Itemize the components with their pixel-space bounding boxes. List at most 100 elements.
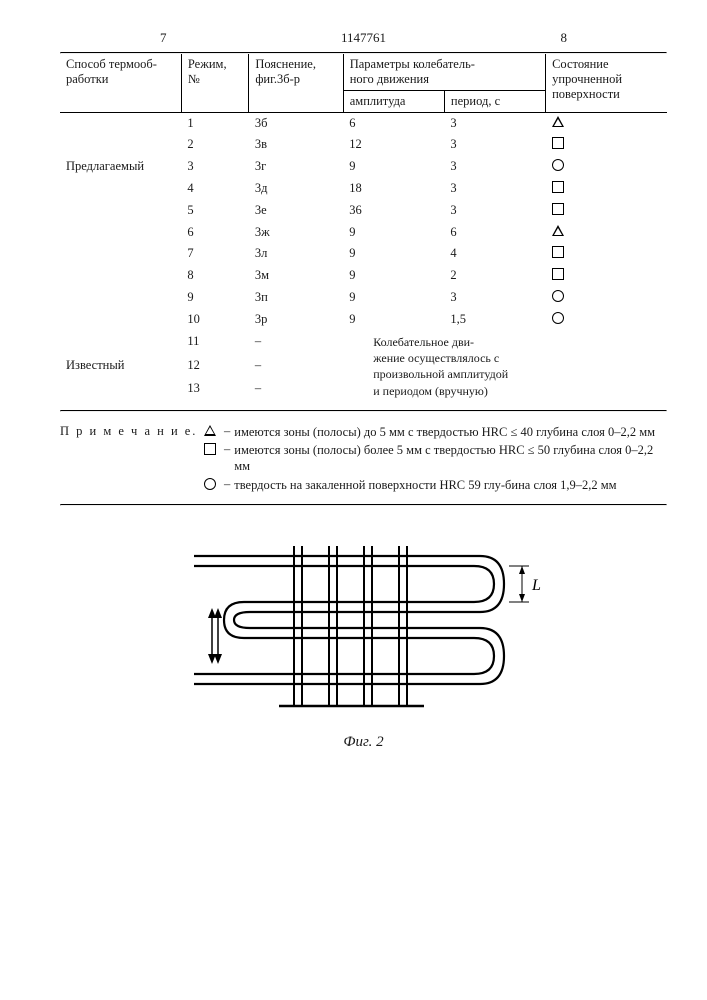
cell-method <box>60 243 181 265</box>
table-row: 11–Колебательное дви- жение осуществляло… <box>60 331 667 355</box>
col-osc: Параметры колебатель- ного движения <box>343 54 545 91</box>
col-amp: амплитуда <box>343 91 444 113</box>
cell-method <box>60 265 181 287</box>
cell-ref: – <box>249 331 343 355</box>
cell-amp: 9 <box>343 287 444 309</box>
cell-per: 3 <box>444 200 545 222</box>
figure-2: L <box>174 536 554 726</box>
cell-per: 2 <box>444 265 545 287</box>
cell-sym <box>546 178 667 200</box>
cell-method: Предлагаемый <box>60 156 181 178</box>
cell-ref: 3в <box>249 134 343 156</box>
cell-sym <box>546 200 667 222</box>
cell-ref: – <box>249 378 343 402</box>
cell-mode: 12 <box>181 355 248 379</box>
cell-sym <box>546 309 667 331</box>
figure-caption: Фиг. 2 <box>60 734 667 751</box>
cell-ref: 3л <box>249 243 343 265</box>
cell-ref: – <box>249 355 343 379</box>
cell-amp: 36 <box>343 200 444 222</box>
legend-text-2: твердость на закаленной поверхности HRC … <box>234 477 667 493</box>
cell-per: 1,5 <box>444 309 545 331</box>
cell-mode: 1 <box>181 113 248 135</box>
legend-text-1: имеются зоны (полосы) более 5 мм с тверд… <box>234 442 667 475</box>
col-state: Состояние упрочненной поверхности <box>546 54 667 113</box>
table-row: 23в123 <box>60 134 667 156</box>
cell-ref: 3ж <box>249 222 343 243</box>
cell-ref: 3д <box>249 178 343 200</box>
cell-sym <box>546 265 667 287</box>
cell-method <box>60 113 181 135</box>
cell-mode: 2 <box>181 134 248 156</box>
cell-method <box>60 200 181 222</box>
square-icon <box>552 203 564 215</box>
cell-ref: 3р <box>249 309 343 331</box>
cell-sym <box>546 222 667 243</box>
cell-method <box>60 378 181 402</box>
col-method: Способ термооб- работки <box>60 54 181 113</box>
cell-per: 3 <box>444 287 545 309</box>
page-num-right: 8 <box>561 30 568 46</box>
cell-mode: 7 <box>181 243 248 265</box>
cell-method <box>60 331 181 355</box>
triangle-icon <box>204 425 216 436</box>
table-row: 83м92 <box>60 265 667 287</box>
cell-method <box>60 309 181 331</box>
cell-per: 3 <box>444 156 545 178</box>
square-icon <box>552 268 564 280</box>
legend-block: П р и м е ч а н и е. – имеются зоны (пол… <box>60 424 667 494</box>
legend-text-0: имеются зоны (полосы) до 5 мм с твердост… <box>234 424 667 440</box>
dim-label: L <box>531 577 541 594</box>
table-row: 43д183 <box>60 178 667 200</box>
cell-sym <box>546 156 667 178</box>
bottom-rule <box>60 504 667 506</box>
cell-amp: 12 <box>343 134 444 156</box>
group-note: Колебательное дви- жение осуществлялось … <box>343 331 667 402</box>
legend-sym-1 <box>200 442 220 459</box>
doc-number: 1147761 <box>341 30 386 46</box>
square-icon <box>552 181 564 193</box>
cell-sym <box>546 134 667 156</box>
table-row: 73л94 <box>60 243 667 265</box>
cell-sym <box>546 113 667 135</box>
table-row: Предлагаемый33г93 <box>60 156 667 178</box>
cell-ref: 3е <box>249 200 343 222</box>
table-row: 93п93 <box>60 287 667 309</box>
col-per: период, с <box>444 91 545 113</box>
cell-amp: 9 <box>343 265 444 287</box>
cell-ref: 3г <box>249 156 343 178</box>
cell-per: 6 <box>444 222 545 243</box>
cell-mode: 3 <box>181 156 248 178</box>
legend-sym-2 <box>200 477 220 494</box>
cell-mode: 4 <box>181 178 248 200</box>
cell-method <box>60 222 181 243</box>
cell-per: 4 <box>444 243 545 265</box>
triangle-icon <box>552 116 564 127</box>
legend-sym-0 <box>200 424 220 440</box>
cell-mode: 10 <box>181 309 248 331</box>
cell-mode: 5 <box>181 200 248 222</box>
cell-amp: 9 <box>343 243 444 265</box>
square-icon <box>552 137 564 149</box>
circle-icon <box>552 312 564 324</box>
cell-per: 3 <box>444 113 545 135</box>
cell-amp: 9 <box>343 222 444 243</box>
cell-method <box>60 134 181 156</box>
page-header: 7 1147761 8 <box>60 30 667 52</box>
cell-ref: 3п <box>249 287 343 309</box>
table-row: 53е363 <box>60 200 667 222</box>
cell-mode: 9 <box>181 287 248 309</box>
cell-mode: 11 <box>181 331 248 355</box>
cell-sym <box>546 287 667 309</box>
data-table: Способ термооб- работки Режим, № Пояснен… <box>60 54 667 402</box>
mid-rule <box>60 410 667 412</box>
table-row: 103р91,5 <box>60 309 667 331</box>
cell-ref: 3б <box>249 113 343 135</box>
cell-sym <box>546 243 667 265</box>
circle-icon <box>204 478 216 490</box>
legend-label: П р и м е ч а н и е. <box>60 424 200 439</box>
table-row: 13б63 <box>60 113 667 135</box>
cell-method <box>60 287 181 309</box>
triangle-icon <box>552 225 564 236</box>
page-num-left: 7 <box>160 30 167 46</box>
